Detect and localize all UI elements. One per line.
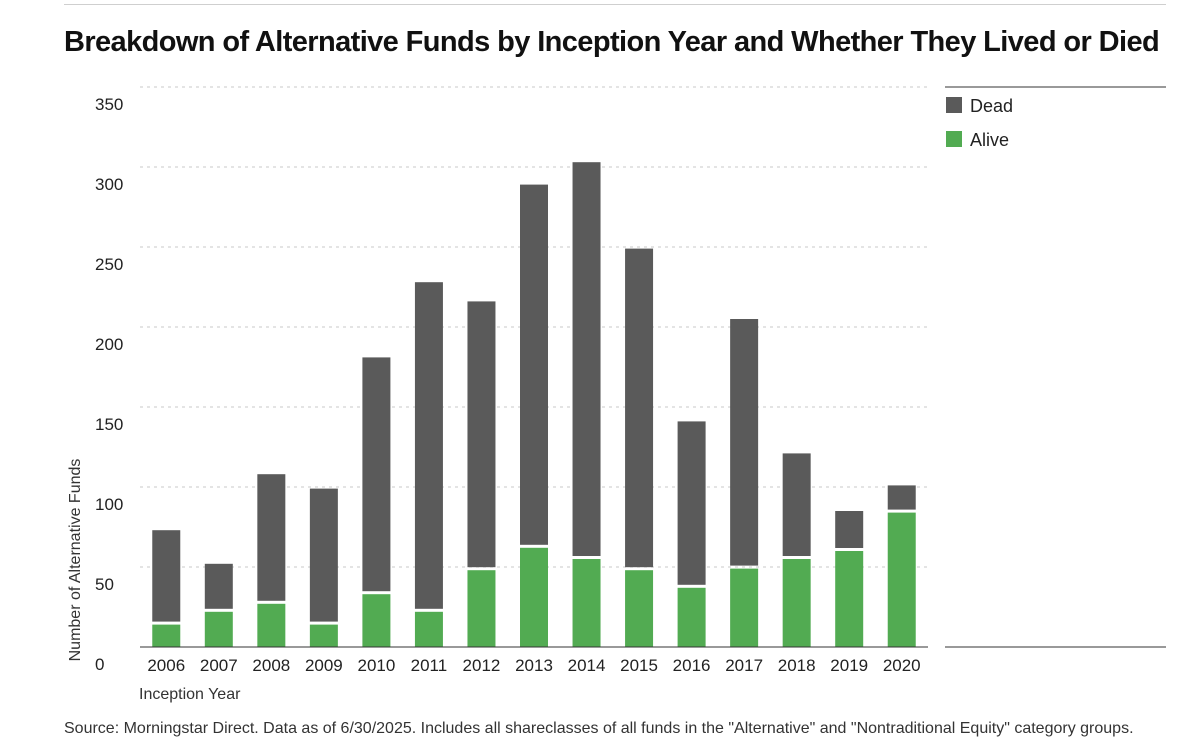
bar-alive-2020 <box>887 512 916 647</box>
y-tick-label-250: 250 <box>95 255 123 274</box>
bar-dead-2020 <box>887 485 916 510</box>
x-tick-label-2018: 2018 <box>778 656 816 675</box>
x-tick-label-2017: 2017 <box>725 656 763 675</box>
x-tick-label-2014: 2014 <box>568 656 606 675</box>
y-tick-label-300: 300 <box>95 175 123 194</box>
bar-alive-2012 <box>467 570 496 647</box>
y-tick-label-50: 50 <box>95 575 114 594</box>
bar-dead-2006 <box>152 530 181 622</box>
x-axis-ticks: 2006 2007 2008 2009 2010 2011 2012 2013 2014 2015… <box>147 656 920 675</box>
bar-dead-2010 <box>362 357 391 592</box>
x-tick-label-2012: 2012 <box>463 656 501 675</box>
bar-alive-2009 <box>309 624 338 647</box>
bar-dead-2016 <box>677 421 706 585</box>
legend-item-dead: Dead <box>946 96 1013 116</box>
x-tick-label-2020: 2020 <box>883 656 921 675</box>
x-tick-label-2016: 2016 <box>673 656 711 675</box>
x-tick-label-2010: 2010 <box>357 656 395 675</box>
x-tick-label-2006: 2006 <box>147 656 185 675</box>
bar-alive-2018 <box>782 559 811 647</box>
x-tick-label-2011: 2011 <box>411 656 448 675</box>
source-note: Source: Morningstar Direct. Data as of 6… <box>64 720 1134 737</box>
legend-swatch-dead <box>946 97 962 113</box>
bar-alive-2011 <box>414 611 443 647</box>
bar-dead-2017 <box>730 319 759 566</box>
x-tick-label-2019: 2019 <box>830 656 868 675</box>
x-tick-label-2009: 2009 <box>305 656 343 675</box>
bar-alive-2016 <box>677 587 706 647</box>
x-axis-title: Inception Year <box>139 686 241 703</box>
bar-dead-2008 <box>257 474 286 601</box>
y-tick-label-0: 0 <box>95 655 104 674</box>
legend-item-alive: Alive <box>946 130 1009 150</box>
bar-dead-2015 <box>625 248 654 568</box>
x-tick-label-2007: 2007 <box>200 656 238 675</box>
x-tick-label-2013: 2013 <box>515 656 553 675</box>
bar-alive-2007 <box>204 611 233 647</box>
bar-alive-2006 <box>152 624 181 647</box>
y-axis-title: Number of Alternative Funds <box>67 459 84 662</box>
bar-dead-2012 <box>467 301 496 568</box>
bar-dead-2018 <box>782 453 811 556</box>
legend-swatch-alive <box>946 131 962 147</box>
bar-alive-2017 <box>730 568 759 647</box>
y-tick-label-100: 100 <box>95 495 123 514</box>
y-axis-ticks: 0 50 100 150 200 250 300 350 <box>95 95 123 674</box>
bar-dead-2007 <box>204 563 233 609</box>
bars <box>152 162 916 647</box>
y-tick-label-150: 150 <box>95 415 123 434</box>
bar-alive-2015 <box>625 570 654 647</box>
bar-dead-2011 <box>414 282 443 609</box>
legend-label-dead: Dead <box>970 96 1013 116</box>
top-rule <box>64 4 1166 5</box>
bar-dead-2009 <box>309 488 338 622</box>
bar-alive-2013 <box>520 547 548 647</box>
bar-dead-2013 <box>520 184 548 545</box>
bar-alive-2014 <box>572 559 601 647</box>
bar-dead-2019 <box>835 511 864 548</box>
y-tick-label-350: 350 <box>95 95 123 114</box>
bar-alive-2019 <box>835 551 864 647</box>
legend-label-alive: Alive <box>970 130 1009 150</box>
x-tick-label-2008: 2008 <box>252 656 290 675</box>
chart-title: Breakdown of Alternative Funds by Incept… <box>64 26 1160 58</box>
bar-dead-2014 <box>572 162 601 556</box>
bar-alive-2010 <box>362 594 391 647</box>
y-tick-label-200: 200 <box>95 335 123 354</box>
x-tick-label-2015: 2015 <box>620 656 658 675</box>
bar-alive-2008 <box>257 603 286 647</box>
